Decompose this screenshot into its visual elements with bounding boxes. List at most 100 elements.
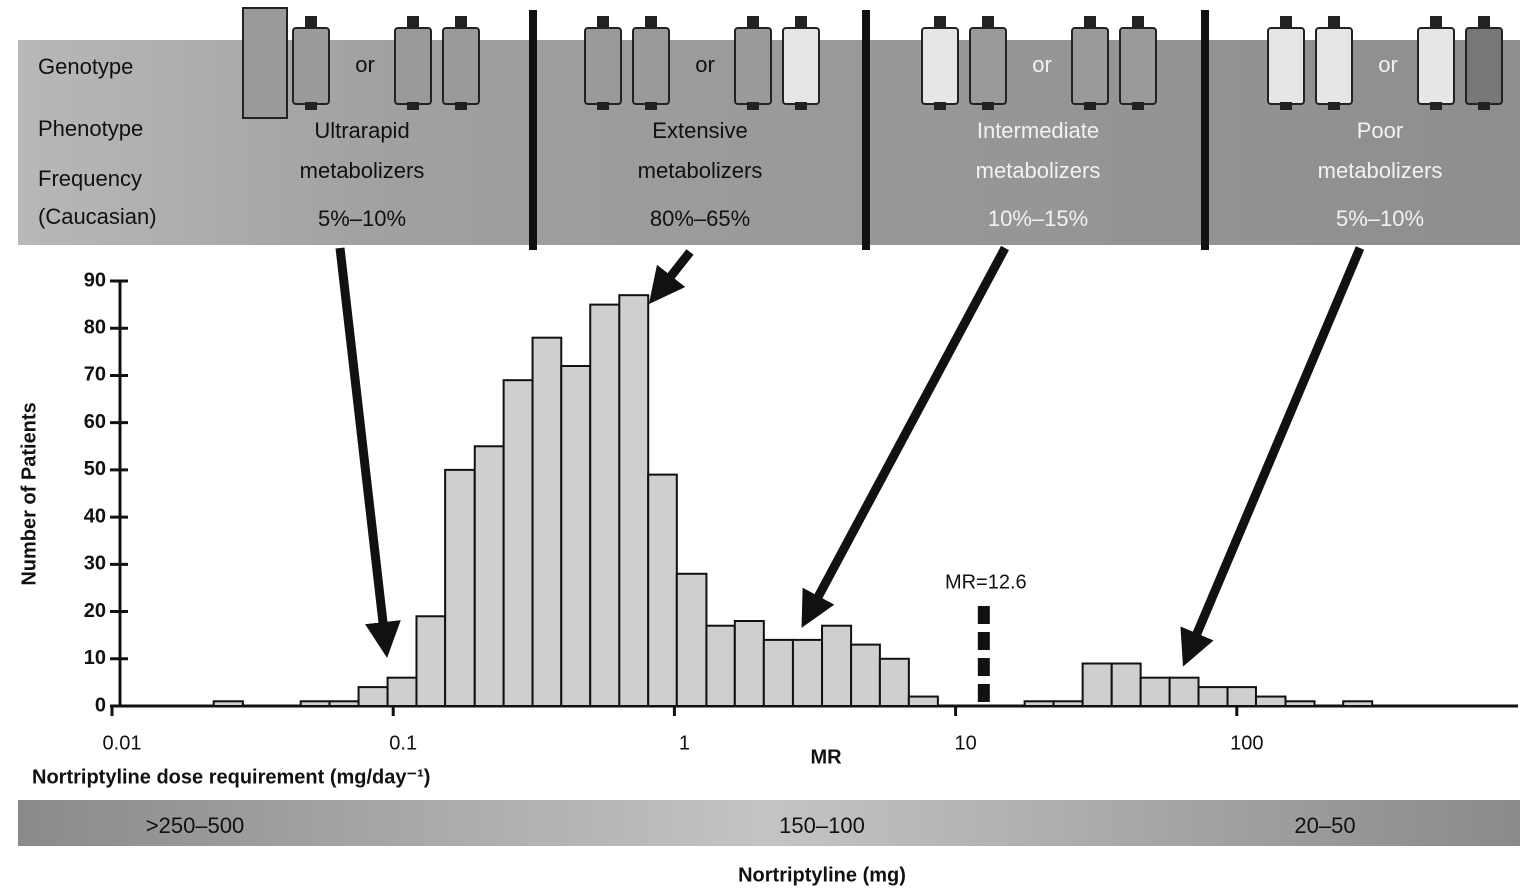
bar: [1254, 695, 1287, 707]
phenotype: metabolizers: [638, 158, 763, 183]
row-label: (Caucasian): [38, 204, 157, 229]
bar: [1284, 700, 1316, 707]
x-sublabel: Nortriptyline dose requirement (mg/day⁻¹…: [32, 766, 430, 788]
x-tick-label: 1: [679, 732, 690, 754]
gene-allele: [584, 27, 622, 105]
y-tick-label: 70: [84, 364, 106, 386]
bar: [1226, 686, 1257, 707]
bar: [212, 700, 244, 707]
arrow: [648, 249, 694, 305]
dose-band: [18, 800, 1520, 846]
gene-cap: [982, 16, 994, 30]
gene-cap: [934, 16, 946, 30]
y-tick-label: 80: [84, 317, 106, 339]
bar: [907, 695, 939, 707]
gene-cap: [305, 16, 317, 30]
phenotype: Ultrarapid: [314, 118, 409, 143]
dose-label: >250–500: [146, 813, 245, 838]
y-tick-label: 20: [84, 600, 106, 622]
dose-label: 20–50: [1294, 813, 1355, 838]
frequency: 80%–65%: [650, 206, 750, 231]
gene-cap: [1430, 16, 1442, 30]
frequency: 10%–15%: [988, 206, 1088, 231]
gene-allele: [921, 27, 959, 105]
gene-cap: [597, 102, 609, 110]
bar: [386, 676, 418, 708]
bar: [647, 473, 678, 707]
gene-cap: [1132, 102, 1144, 110]
gene-cap: [455, 102, 467, 110]
bar: [560, 365, 592, 707]
y-tick-label: 10: [84, 647, 106, 669]
gene-cap: [1430, 102, 1442, 110]
y-tick-label: 0: [95, 694, 106, 716]
gene-allele: [242, 7, 288, 119]
x-axis-label: MR: [810, 746, 842, 768]
bar: [531, 336, 563, 707]
threshold-label: MR=12.6: [945, 571, 1027, 593]
bar: [589, 303, 621, 707]
x-tick-label: 100: [1230, 732, 1263, 754]
gene-cap: [407, 102, 419, 110]
row-label: Genotype: [38, 54, 133, 79]
arrow: [335, 247, 401, 658]
gene-cap: [1328, 16, 1340, 30]
bar: [502, 379, 534, 707]
bar: [328, 700, 360, 707]
y-tick-label: 60: [84, 411, 106, 433]
bar: [791, 638, 824, 708]
y-tick-label: 40: [84, 505, 106, 527]
gene-cap: [305, 102, 317, 110]
gene-cap: [455, 16, 467, 30]
bar: [675, 572, 708, 707]
gene-cap: [934, 102, 946, 110]
gene-cap: [1478, 102, 1490, 110]
frequency: 5%–10%: [318, 206, 406, 231]
bar: [1139, 676, 1171, 708]
phenotype: metabolizers: [300, 158, 425, 183]
bar: [1342, 700, 1374, 707]
bar: [850, 643, 881, 707]
gene-cap: [795, 16, 807, 30]
gene-cap: [982, 102, 994, 110]
row-label: Phenotype: [38, 116, 143, 141]
gene-allele: [1417, 27, 1455, 105]
y-axis-label: Number of Patients: [18, 402, 40, 585]
gene-cap: [1328, 102, 1340, 110]
bar: [473, 445, 505, 707]
y-tick-label: 50: [84, 458, 106, 480]
bar: [357, 686, 389, 707]
bar: [821, 624, 853, 708]
separator: [862, 10, 870, 250]
gene-allele: [394, 27, 432, 105]
or-label: or: [355, 52, 375, 77]
bar: [1052, 700, 1084, 707]
bar: [618, 294, 650, 707]
gene-allele: [1267, 27, 1305, 105]
gene-allele: [969, 27, 1007, 105]
gene-cap: [645, 102, 657, 110]
gene-cap: [1132, 16, 1144, 30]
bar: [415, 615, 447, 707]
gene-cap: [407, 16, 419, 30]
phenotype: Poor: [1357, 118, 1403, 143]
gene-allele: [442, 27, 480, 105]
x-tick-label: 0.1: [389, 732, 417, 754]
bar: [299, 700, 331, 707]
bar: [878, 657, 910, 707]
gene-allele: [782, 27, 820, 105]
gene-cap: [597, 16, 609, 30]
y-tick-label: 90: [84, 269, 106, 291]
or-label: or: [695, 52, 715, 77]
phenotype: Intermediate: [977, 118, 1099, 143]
gene-cap: [747, 102, 759, 110]
x-tick-label: 10: [954, 732, 976, 754]
bar: [1197, 686, 1229, 707]
dose-label: 150–100: [779, 813, 865, 838]
bar: [1168, 676, 1200, 708]
gene-allele: [292, 27, 330, 105]
gene-cap: [1478, 16, 1490, 30]
gene-cap: [1084, 16, 1096, 30]
